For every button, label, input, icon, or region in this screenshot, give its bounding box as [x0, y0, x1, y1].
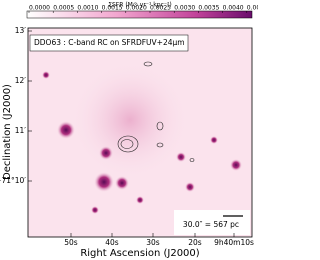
y-tick-label: 13′ [15, 26, 27, 35]
x-tick-label: 50s [64, 238, 78, 247]
y-tick-label: 11′ [15, 126, 27, 135]
colorbar-tick-label: 0.0005 [53, 5, 74, 12]
scale-box [174, 210, 250, 235]
y-tick-label: 12′ [15, 76, 27, 85]
x-tick-label: 40s [105, 238, 119, 247]
colorbar-tick-label: 0.0045 [247, 5, 258, 12]
title-box [29, 34, 189, 52]
colorbar-tick-label: 0.0020 [126, 5, 147, 12]
panel-title: DDO63 : C-band RC on SFRDFUV+24μm [34, 38, 185, 47]
y-tick-label: +71°10′ [0, 176, 26, 185]
contours [117, 61, 195, 162]
y-axis-label: Declination (J2000) [2, 84, 13, 180]
colorbar-tick-label: 0.0025 [150, 5, 171, 12]
x-axis-label: Right Ascension (J2000) [80, 248, 199, 259]
colorbar-tick-label: 0.0000 [29, 5, 50, 12]
colorbar-tick-label: 0.0040 [223, 5, 244, 12]
x-tick-label: 9h40m10s [214, 238, 254, 247]
x-tick-label: 20s [188, 238, 202, 247]
colorbar-tick-label: 0.0010 [77, 5, 98, 12]
scale-label: 30.0″ = 567 pc [183, 220, 239, 229]
colorbar-tick-label: 0.0015 [102, 5, 123, 12]
x-tick-label: 30s [146, 238, 160, 247]
frame [27, 27, 253, 238]
colorbar-label: ΣSFR (M⊙ yr⁻¹ kpc⁻²) [108, 2, 172, 9]
colorbar-tick-label: 0.0030 [174, 5, 195, 12]
colorbar-tick-label: 0.0035 [198, 5, 219, 12]
emission [42, 60, 242, 214]
figure: ΣSFR (M⊙ yr⁻¹ kpc⁻²) 0.0000 0.0005 0.0010 0… [0, 2, 258, 260]
colorbar [26, 10, 253, 19]
